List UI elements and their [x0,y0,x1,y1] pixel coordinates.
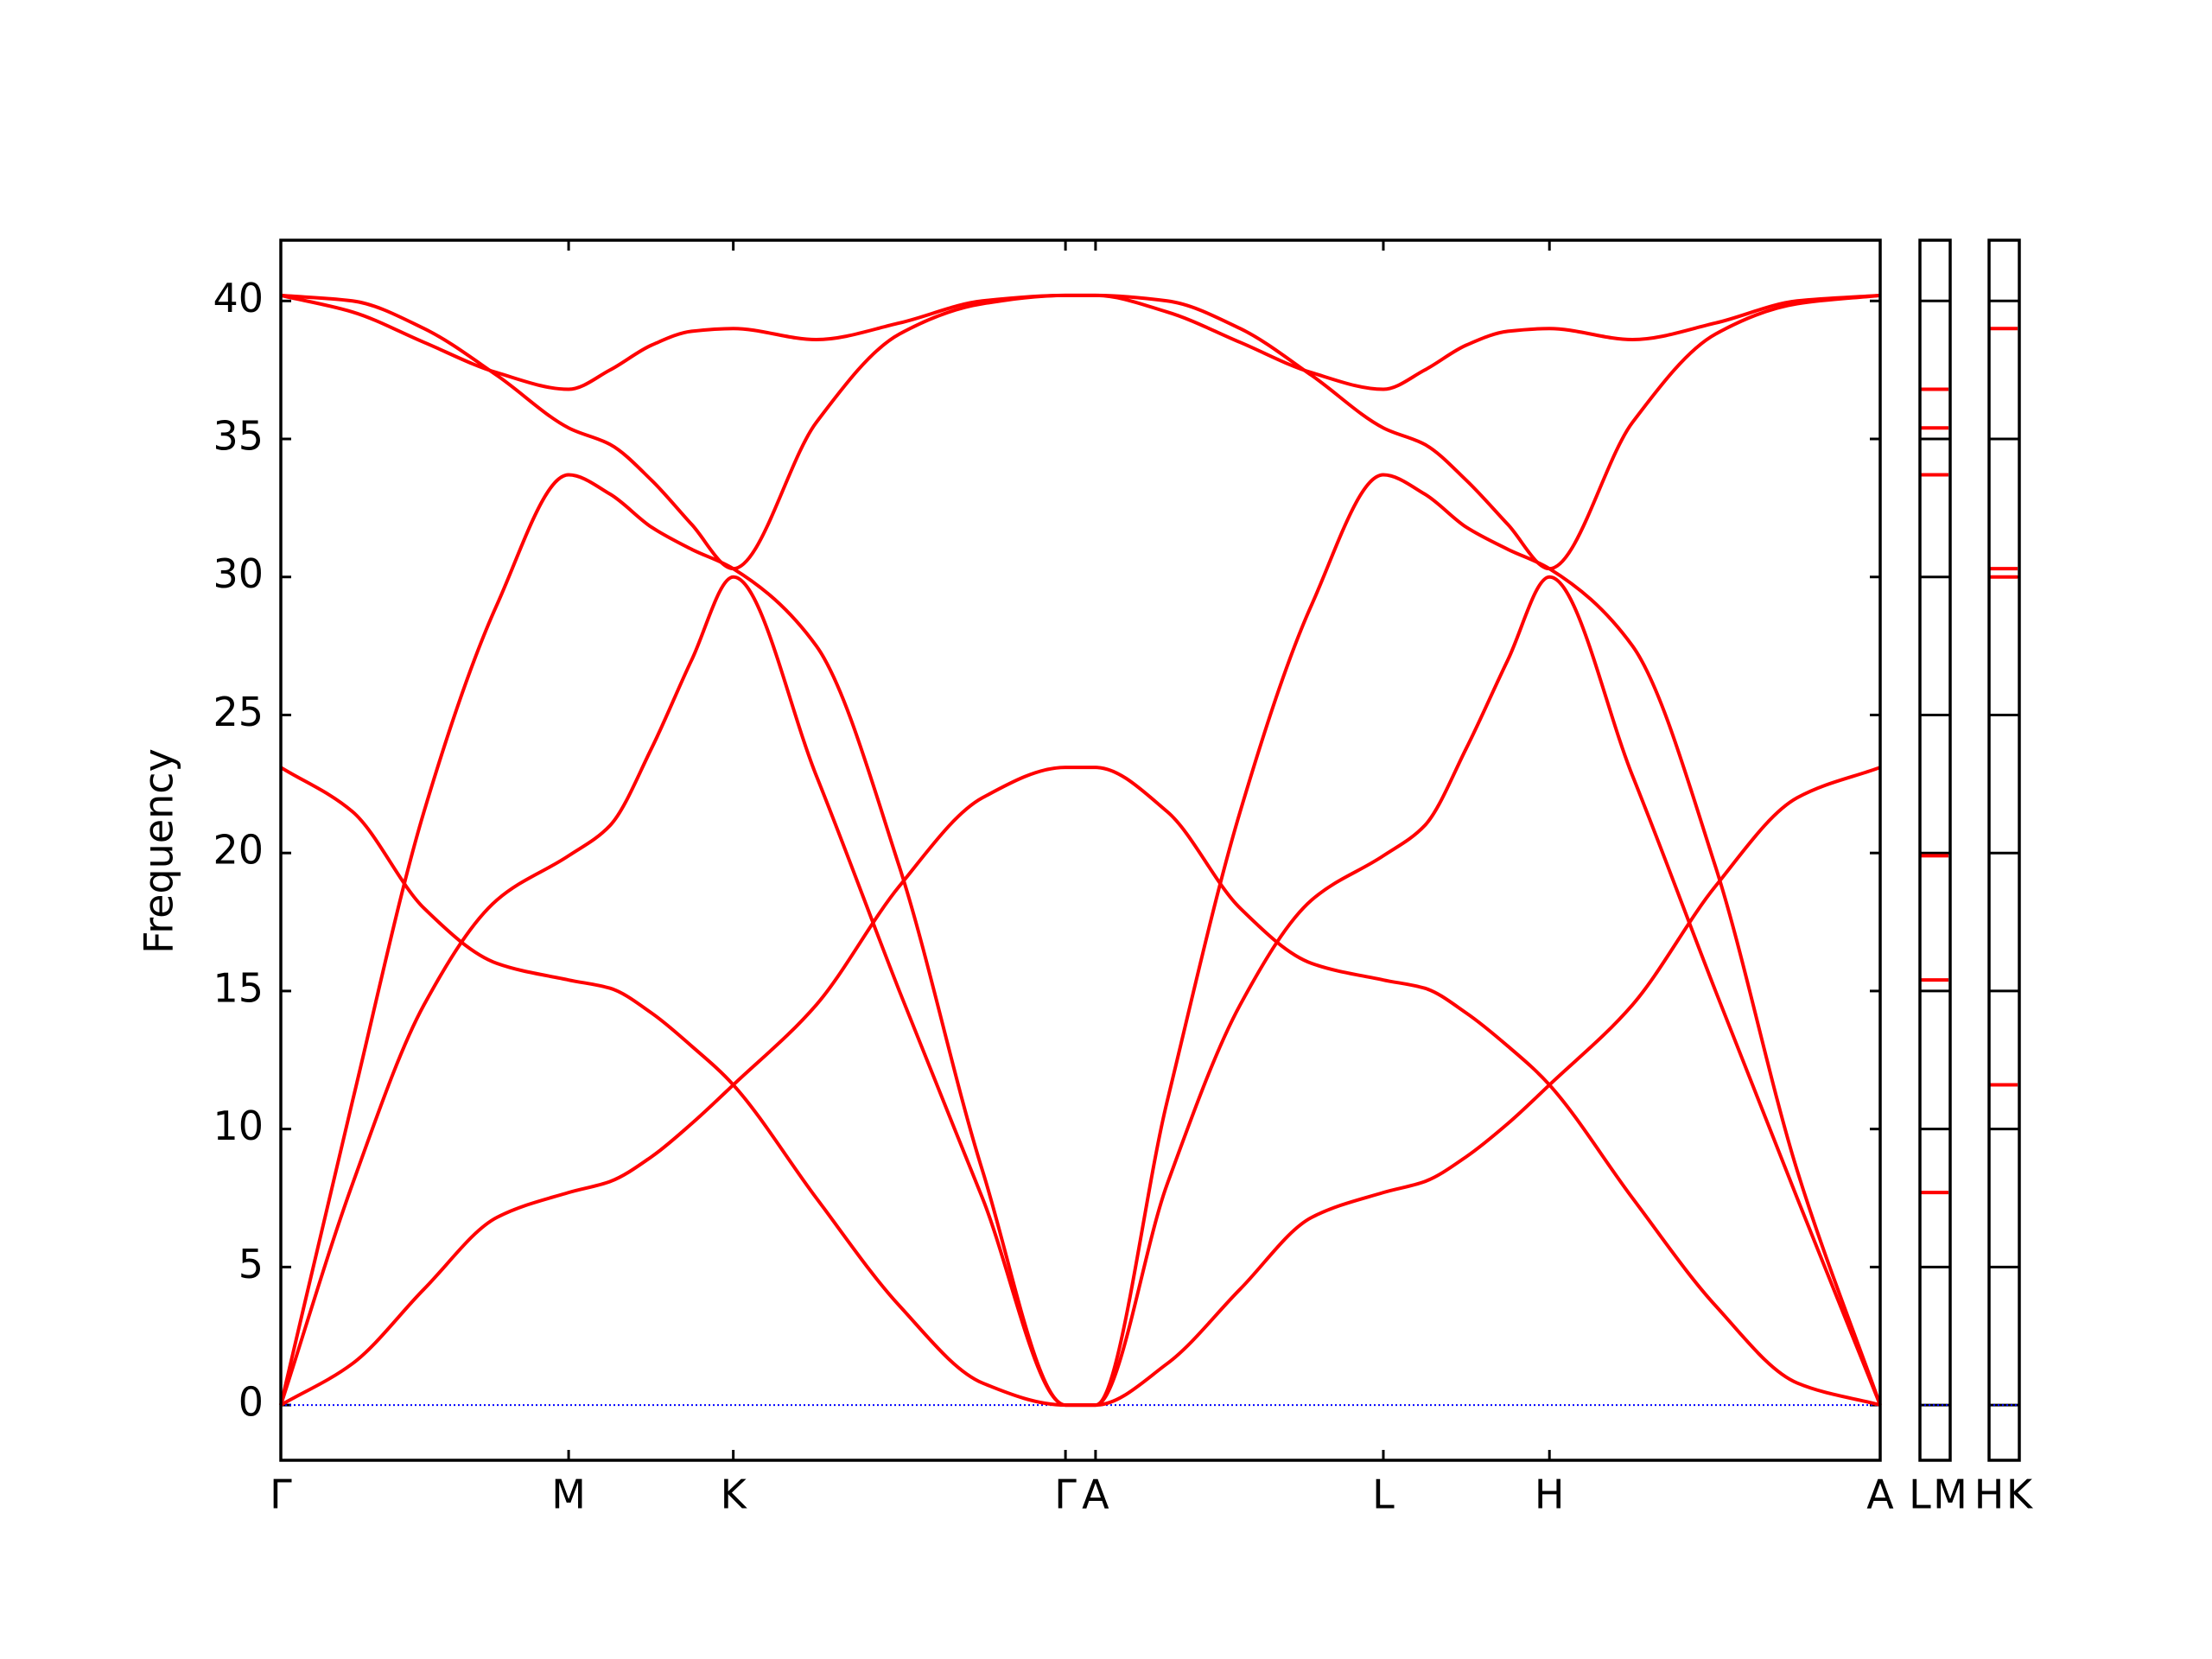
y-axis-label: Frequency [136,748,182,954]
y-tick-label: 15 [213,964,264,1011]
y-tick-label: 0 [238,1379,264,1426]
band-line [279,766,1881,1408]
x-tick-label: Γ [1054,1471,1077,1518]
panel-frame [1987,238,2021,1462]
y-tick-label: 40 [213,275,264,321]
x-tick-label: L [1372,1471,1395,1518]
y-tick-label: 5 [238,1241,264,1287]
y-tick-label: 30 [213,550,264,597]
band-line [280,293,1881,391]
y-tick-label: 10 [213,1103,264,1149]
x-tick-label: H [1535,1471,1565,1518]
y-tick-label: 20 [213,827,264,874]
y-tick-label: 25 [213,689,264,735]
panel-label: H [1974,1471,2005,1518]
x-tick-label: K [721,1471,748,1518]
band-line [279,473,1882,1408]
x-tick-label: M [551,1471,586,1518]
x-tick-label: Γ [270,1471,292,1518]
panel-label: L [1909,1471,1931,1518]
panel-label: M [1933,1471,1967,1518]
x-tick-label: A [1082,1471,1109,1518]
panel-frame [1918,238,1952,1462]
panel-label: K [2006,1471,2034,1518]
y-tick-label: 35 [213,413,264,460]
plot-frame [279,238,1882,1462]
x-tick-label: A [1866,1471,1894,1518]
